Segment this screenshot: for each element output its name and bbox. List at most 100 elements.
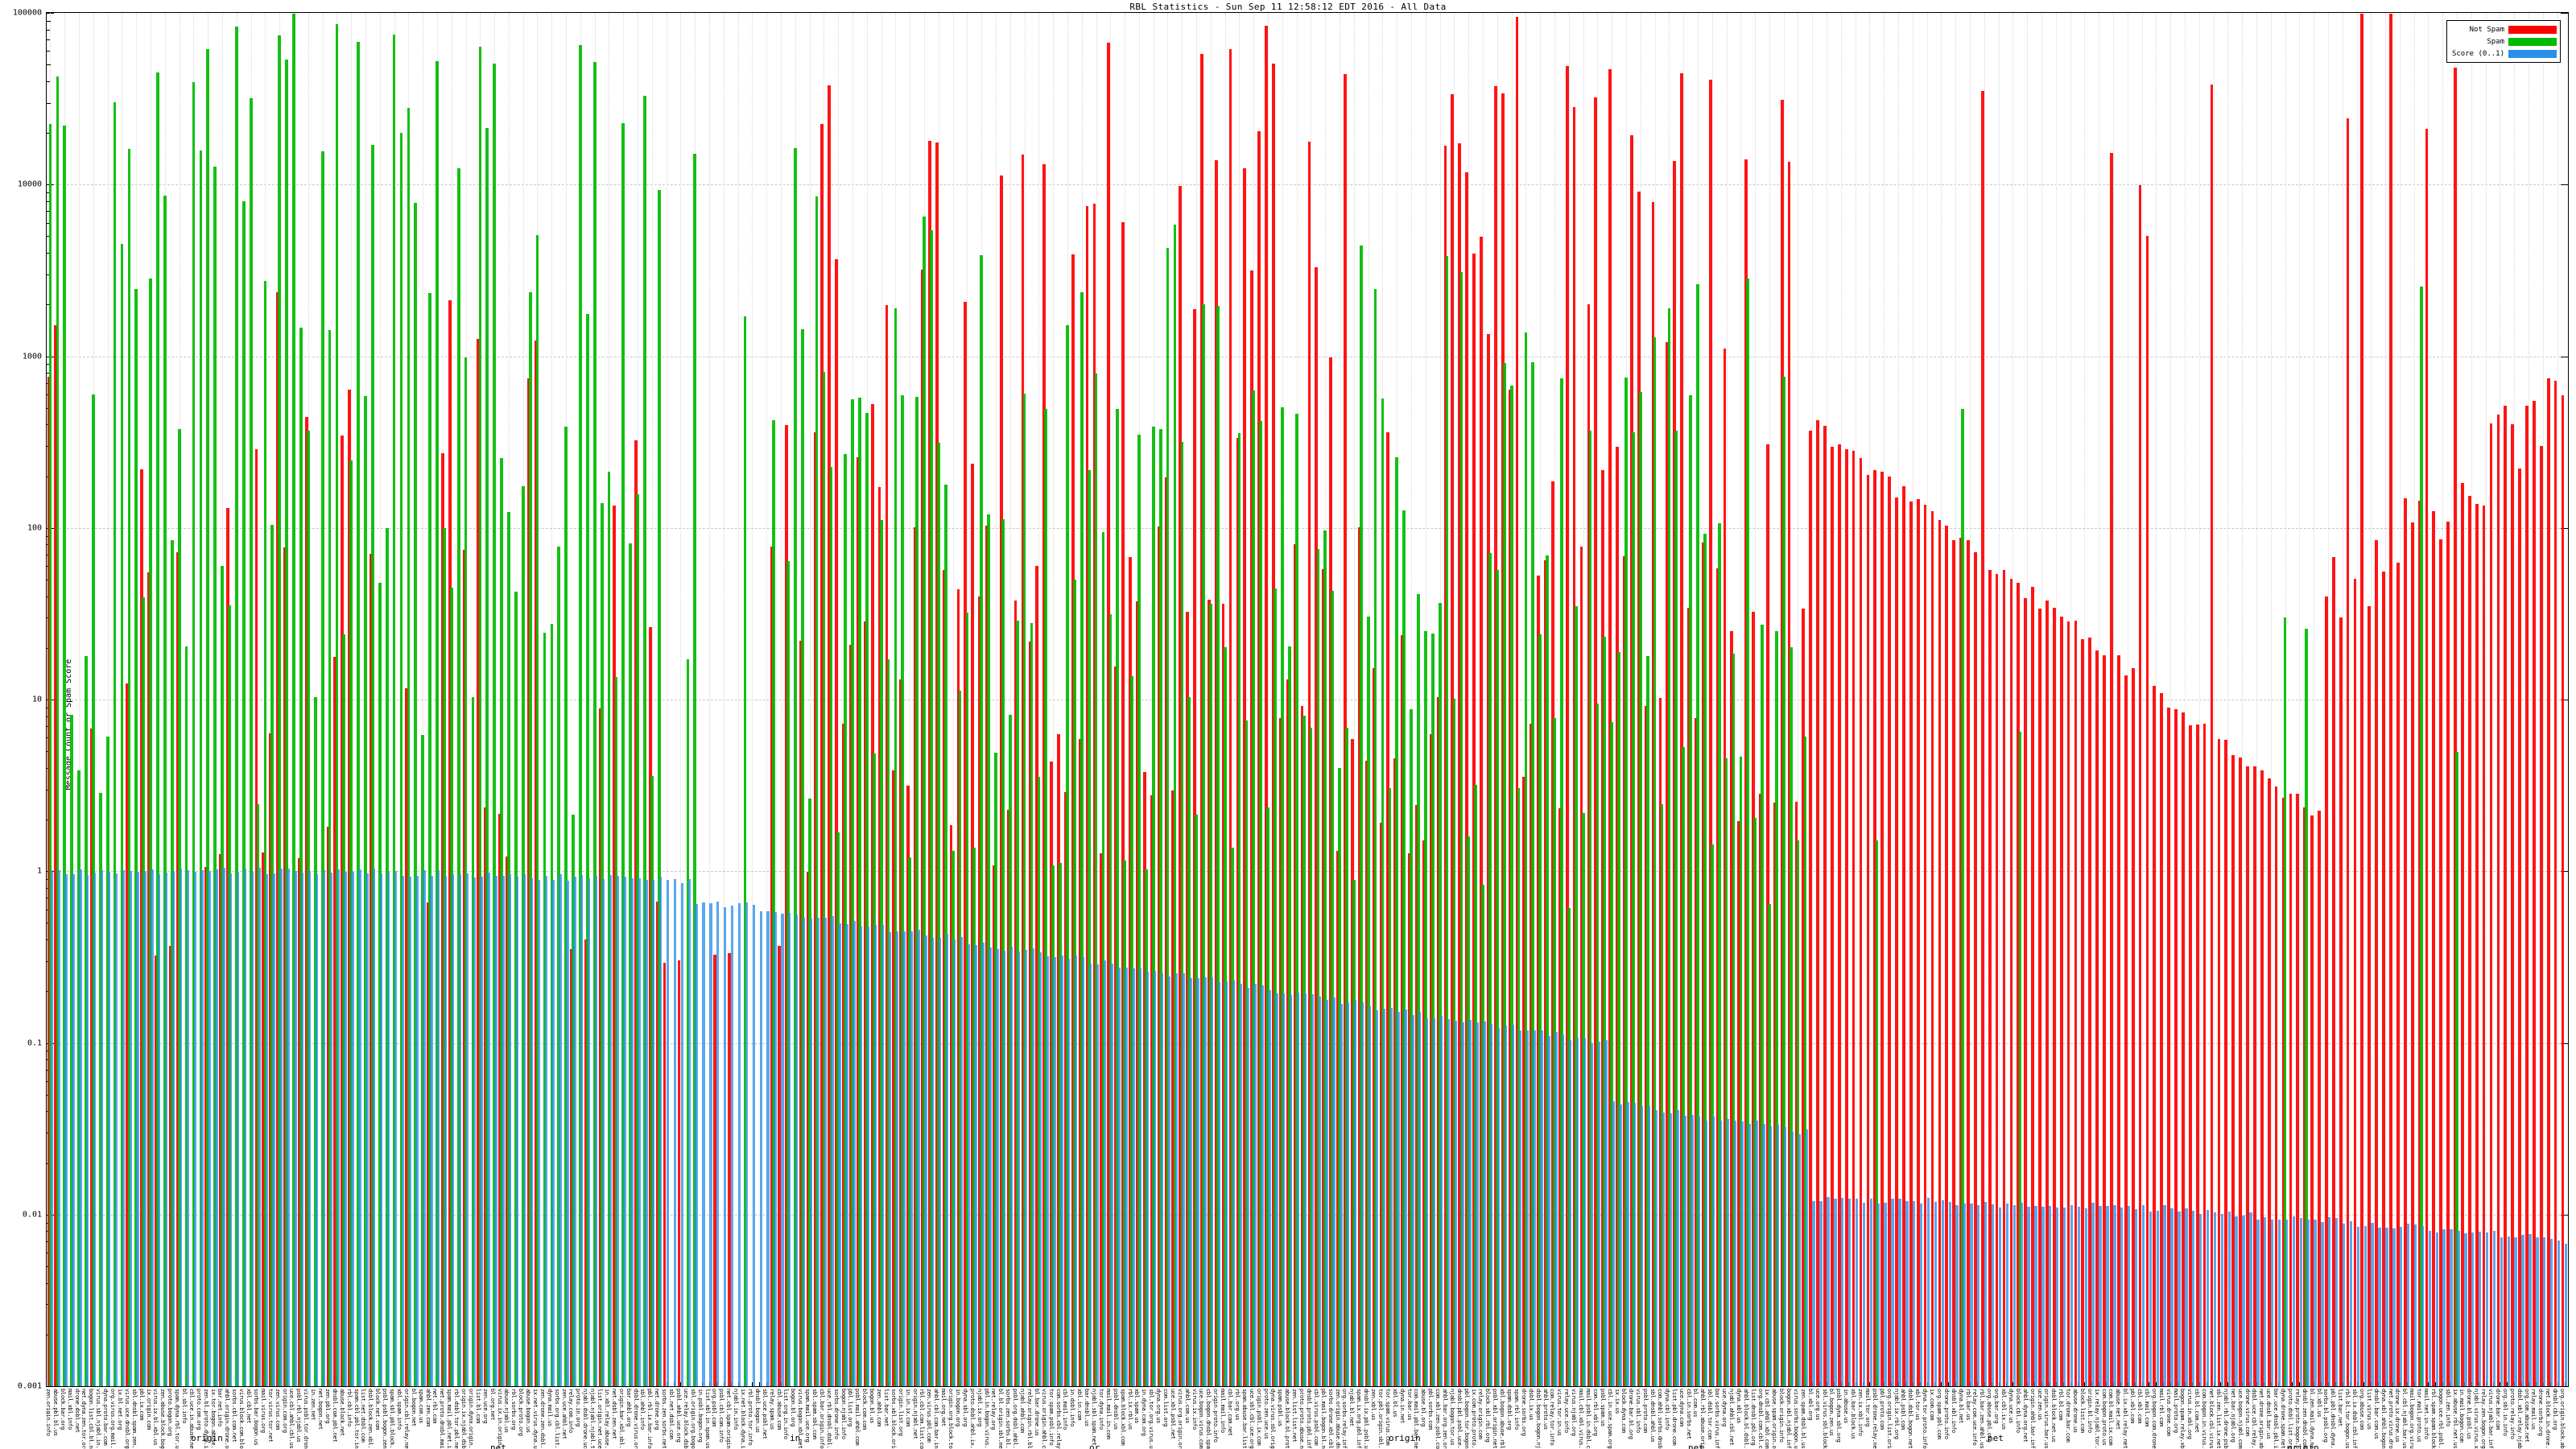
chart-bar (1286, 679, 1290, 1386)
chart-bar (487, 872, 490, 1386)
chart-bar (623, 877, 626, 1386)
x-tick-label: bl.bogon.zen.us (1828, 1389, 1835, 1436)
grid-line-vertical (2227, 13, 2229, 1386)
chart-bar (614, 676, 618, 1386)
grid-line-vertical (1970, 13, 1971, 1386)
chart-bar (177, 428, 181, 1386)
legend: Not Spam Spam Score (0..1) (2446, 20, 2561, 63)
x-tick-label: rbl.proto.tor.info (746, 1389, 753, 1446)
chart-bar (1524, 332, 1528, 1386)
x-tick-label: in.mail.bogon.com (2458, 1389, 2466, 1443)
chart-bar (219, 853, 222, 1386)
chart-bar (978, 597, 981, 1386)
chart-bar (1223, 647, 1227, 1386)
chart-bar (1243, 168, 1247, 1386)
chart-bar (643, 95, 646, 1386)
chart-bar (175, 551, 180, 1386)
x-tick-label: njabl.virus.virus.xbl.org (2473, 1389, 2480, 1449)
chart-bar (895, 931, 898, 1386)
chart-bar (866, 926, 870, 1386)
x-tick-label: cbl.bar.origin.info (818, 1389, 825, 1449)
chart-bar (386, 872, 390, 1386)
chart-bar (835, 258, 839, 1386)
x-tick-label: spam.mail.uce.org (804, 1389, 811, 1443)
chart-bar (2467, 496, 2471, 1386)
x-tick-label: block.net.com (374, 1389, 382, 1430)
chart-bar (1130, 675, 1133, 1386)
chart-bar (215, 869, 218, 1386)
x-tick-label: uce.rbl.dnsbl.dsbl.info (825, 1389, 832, 1449)
chart-bar (89, 729, 93, 1386)
x-tick-label: origin.proto.info (1212, 1389, 1220, 1443)
chart-bar (2095, 650, 2099, 1386)
chart-bar (276, 292, 279, 1386)
x-tick-label: zen.pbl.org (324, 1389, 331, 1424)
chart-bar (1934, 1201, 1938, 1386)
grid-line-vertical (2170, 13, 2172, 1386)
x-tick-label: net.block.in.drone.org (2545, 1389, 2552, 1449)
chart-bar (737, 903, 741, 1386)
chart-bar (1117, 967, 1121, 1386)
chart-bar (2289, 794, 2293, 1386)
chart-bar (1071, 254, 1075, 1386)
y-tick-minor (47, 102, 51, 104)
chart-bar (1701, 543, 1705, 1386)
chart-bar (1862, 1203, 1866, 1386)
chart-bar (1961, 408, 1965, 1386)
chart-bar (1481, 885, 1484, 1386)
x-tick-label: virus.ix.info (1191, 1389, 1198, 1430)
chart-bar (2428, 1231, 2432, 1386)
chart-bar (1723, 348, 1727, 1386)
x-tick-label: proto.zen.uce.us (1262, 1389, 1269, 1439)
grid-line-vertical (2371, 13, 2372, 1386)
chart-bar (936, 443, 940, 1386)
chart-bar (522, 873, 526, 1386)
chart-bar (1831, 446, 1834, 1386)
x-tick-label: sbl.origin.org.bogon.net (689, 1389, 696, 1449)
chart-bar (1809, 430, 1813, 1386)
chart-bar (414, 202, 418, 1386)
chart-bar (1610, 722, 1614, 1386)
x-tick-label: org.dnsbl.com.cbl.com (1757, 1389, 1764, 1449)
chart-bar (440, 452, 444, 1386)
x-tick-label: ahbl.rbl.abuse.origin.us (1699, 1389, 1707, 1449)
chart-bar (349, 460, 353, 1386)
chart-bar (1272, 63, 1275, 1386)
chart-bar (2242, 1215, 2245, 1386)
x-tick-label: com.bogon.in.virus.org (2201, 1389, 2208, 1449)
page-title: RBL Statistics - Sun Sep 11 12:58:12 EDT… (1129, 2, 1447, 12)
chart-bar (186, 869, 190, 1386)
chart-bar (892, 770, 896, 1386)
chart-bar (987, 514, 990, 1386)
chart-bar (856, 456, 860, 1386)
chart-bar (1322, 568, 1326, 1386)
grid-line-vertical (766, 13, 768, 1386)
y-tick-label: 10 (31, 695, 42, 704)
chart-bar (2077, 1206, 2081, 1386)
chart-bar (1816, 419, 1819, 1386)
chart-bar (1153, 971, 1157, 1386)
chart-bar (270, 524, 275, 1386)
chart-bar (829, 467, 833, 1386)
x-tick-label: xbl.bogon.abuse.rbl.info (1499, 1389, 1506, 1449)
x-tick-label: ix.com.com (1929, 1389, 1936, 1421)
grid-line-vertical (1411, 13, 1413, 1386)
grid-line-vertical (107, 13, 109, 1386)
chart-bar (2504, 405, 2508, 1386)
chart-bar (716, 902, 720, 1386)
x-tick-label: spam.dyna.rbl.tor.us (174, 1389, 181, 1449)
x-tick-label: mail.mail.info (1220, 1389, 1227, 1433)
chart-bar (1107, 42, 1111, 1386)
x-tick-label: ix.ix.us (1613, 1389, 1620, 1414)
grid-line-vertical (2070, 13, 2071, 1386)
chart-bar (1869, 1198, 1873, 1386)
chart-bar (1414, 804, 1418, 1386)
chart-bar (113, 102, 117, 1386)
chart-bar (2529, 1234, 2532, 1386)
chart-bar (1984, 1201, 1988, 1386)
chart-bar (204, 866, 208, 1386)
chart-bar (72, 873, 75, 1386)
x-label-fragment: origin (191, 1433, 223, 1443)
y-tick-label: 100000 (12, 8, 42, 18)
grid-line-vertical (1038, 13, 1040, 1386)
